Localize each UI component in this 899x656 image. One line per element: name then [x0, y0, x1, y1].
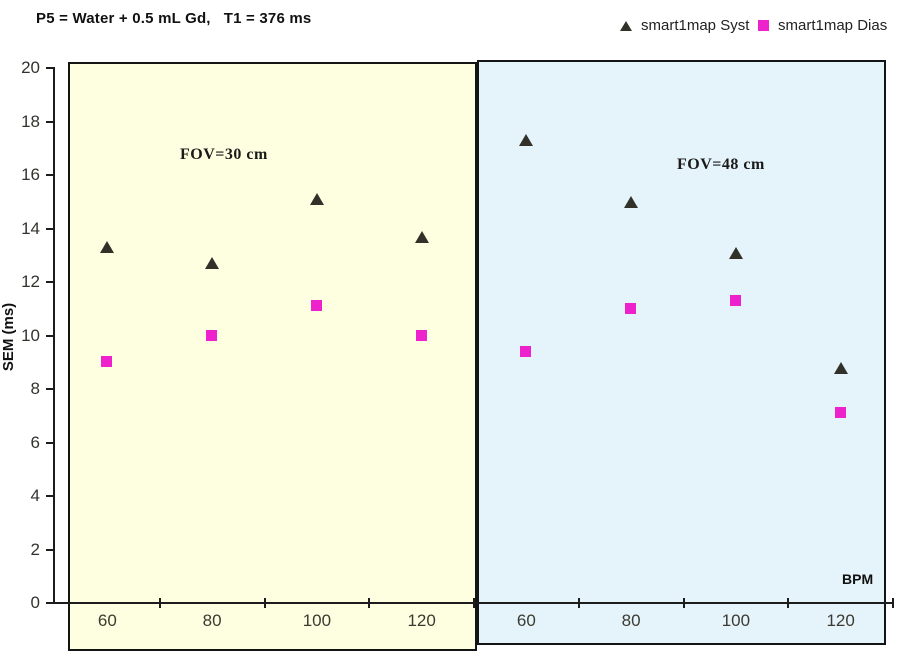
y-tick-label: 0 — [30, 593, 40, 612]
x-tick-label: 80 — [621, 611, 641, 630]
x-tick-label: 120 — [407, 611, 436, 630]
x-tick — [263, 598, 266, 608]
x-tick-label: 80 — [202, 611, 222, 630]
y-tick-label: 10 — [21, 325, 40, 345]
x-tick-label: 100 — [302, 611, 332, 630]
marker-dias-square — [625, 302, 637, 314]
x-tick — [368, 598, 371, 608]
y-tick-label: 20 — [21, 58, 40, 77]
y-tick-label: 12 — [21, 272, 40, 291]
marker-dias-square — [729, 294, 741, 306]
y-tick-label: 18 — [21, 111, 40, 131]
marker-syst-triangle — [624, 195, 639, 208]
triangle-icon — [620, 20, 632, 31]
y-tick-label: 16 — [21, 165, 40, 184]
square-icon — [758, 20, 769, 31]
x-tick — [577, 598, 580, 608]
y-tick-label: 4 — [30, 486, 40, 505]
chart-title: P5 = Water + 0.5 mL Gd, T1 = 376 ms — [36, 10, 312, 27]
marker-dias-square — [310, 300, 322, 312]
x-axis-line — [46, 602, 893, 604]
y-tick — [46, 281, 55, 283]
x-axis-title: BPM — [842, 571, 874, 587]
marker-dias-square — [520, 345, 532, 357]
y-axis-title: SEM (ms) — [0, 302, 17, 372]
marker-syst-triangle — [414, 230, 429, 243]
marker-syst-triangle — [100, 241, 115, 254]
y-tick-label: 2 — [30, 539, 40, 559]
y-tick-label: 6 — [30, 432, 40, 452]
y-tick — [46, 227, 55, 230]
marker-dias-square — [415, 329, 427, 341]
y-tick — [46, 441, 55, 444]
marker-syst-triangle — [833, 361, 848, 374]
x-tick-label: 60 — [516, 611, 536, 630]
x-tick — [473, 598, 475, 608]
y-tick — [46, 120, 55, 123]
y-tick — [46, 334, 55, 337]
legend-item-syst: smart1map Syst — [620, 17, 749, 34]
y-tick — [46, 495, 55, 497]
fov30-annotation: FOV=30 cm — [180, 146, 268, 163]
marker-dias-square — [206, 329, 218, 341]
y-tick — [46, 174, 55, 176]
legend-item-dias: smart1map Dias — [758, 17, 887, 34]
x-tick — [682, 598, 685, 608]
fov48-annotation: FOV=48 cm — [677, 156, 765, 173]
fov-region-30 — [68, 62, 477, 651]
x-tick-label: 100 — [721, 611, 751, 630]
x-tick — [892, 598, 894, 608]
marker-dias-square — [101, 356, 113, 368]
legend-label-syst: smart1map Syst — [641, 17, 750, 34]
marker-syst-triangle — [309, 193, 324, 206]
legend-label-dias: smart1map Dias — [778, 17, 888, 34]
x-tick — [158, 598, 161, 608]
x-tick-label: 120 — [826, 611, 855, 630]
y-tick — [46, 67, 55, 69]
x-tick — [787, 598, 790, 608]
y-tick-label: 8 — [30, 379, 40, 398]
y-tick — [46, 548, 55, 551]
marker-syst-triangle — [205, 257, 220, 270]
y-tick — [46, 602, 55, 604]
marker-dias-square — [834, 407, 846, 419]
x-tick-label: 60 — [97, 611, 117, 630]
marker-syst-triangle — [728, 246, 743, 259]
y-tick — [46, 388, 55, 390]
y-tick-label: 14 — [21, 218, 40, 238]
marker-syst-triangle — [519, 134, 534, 147]
fov-region-48 — [477, 60, 886, 645]
